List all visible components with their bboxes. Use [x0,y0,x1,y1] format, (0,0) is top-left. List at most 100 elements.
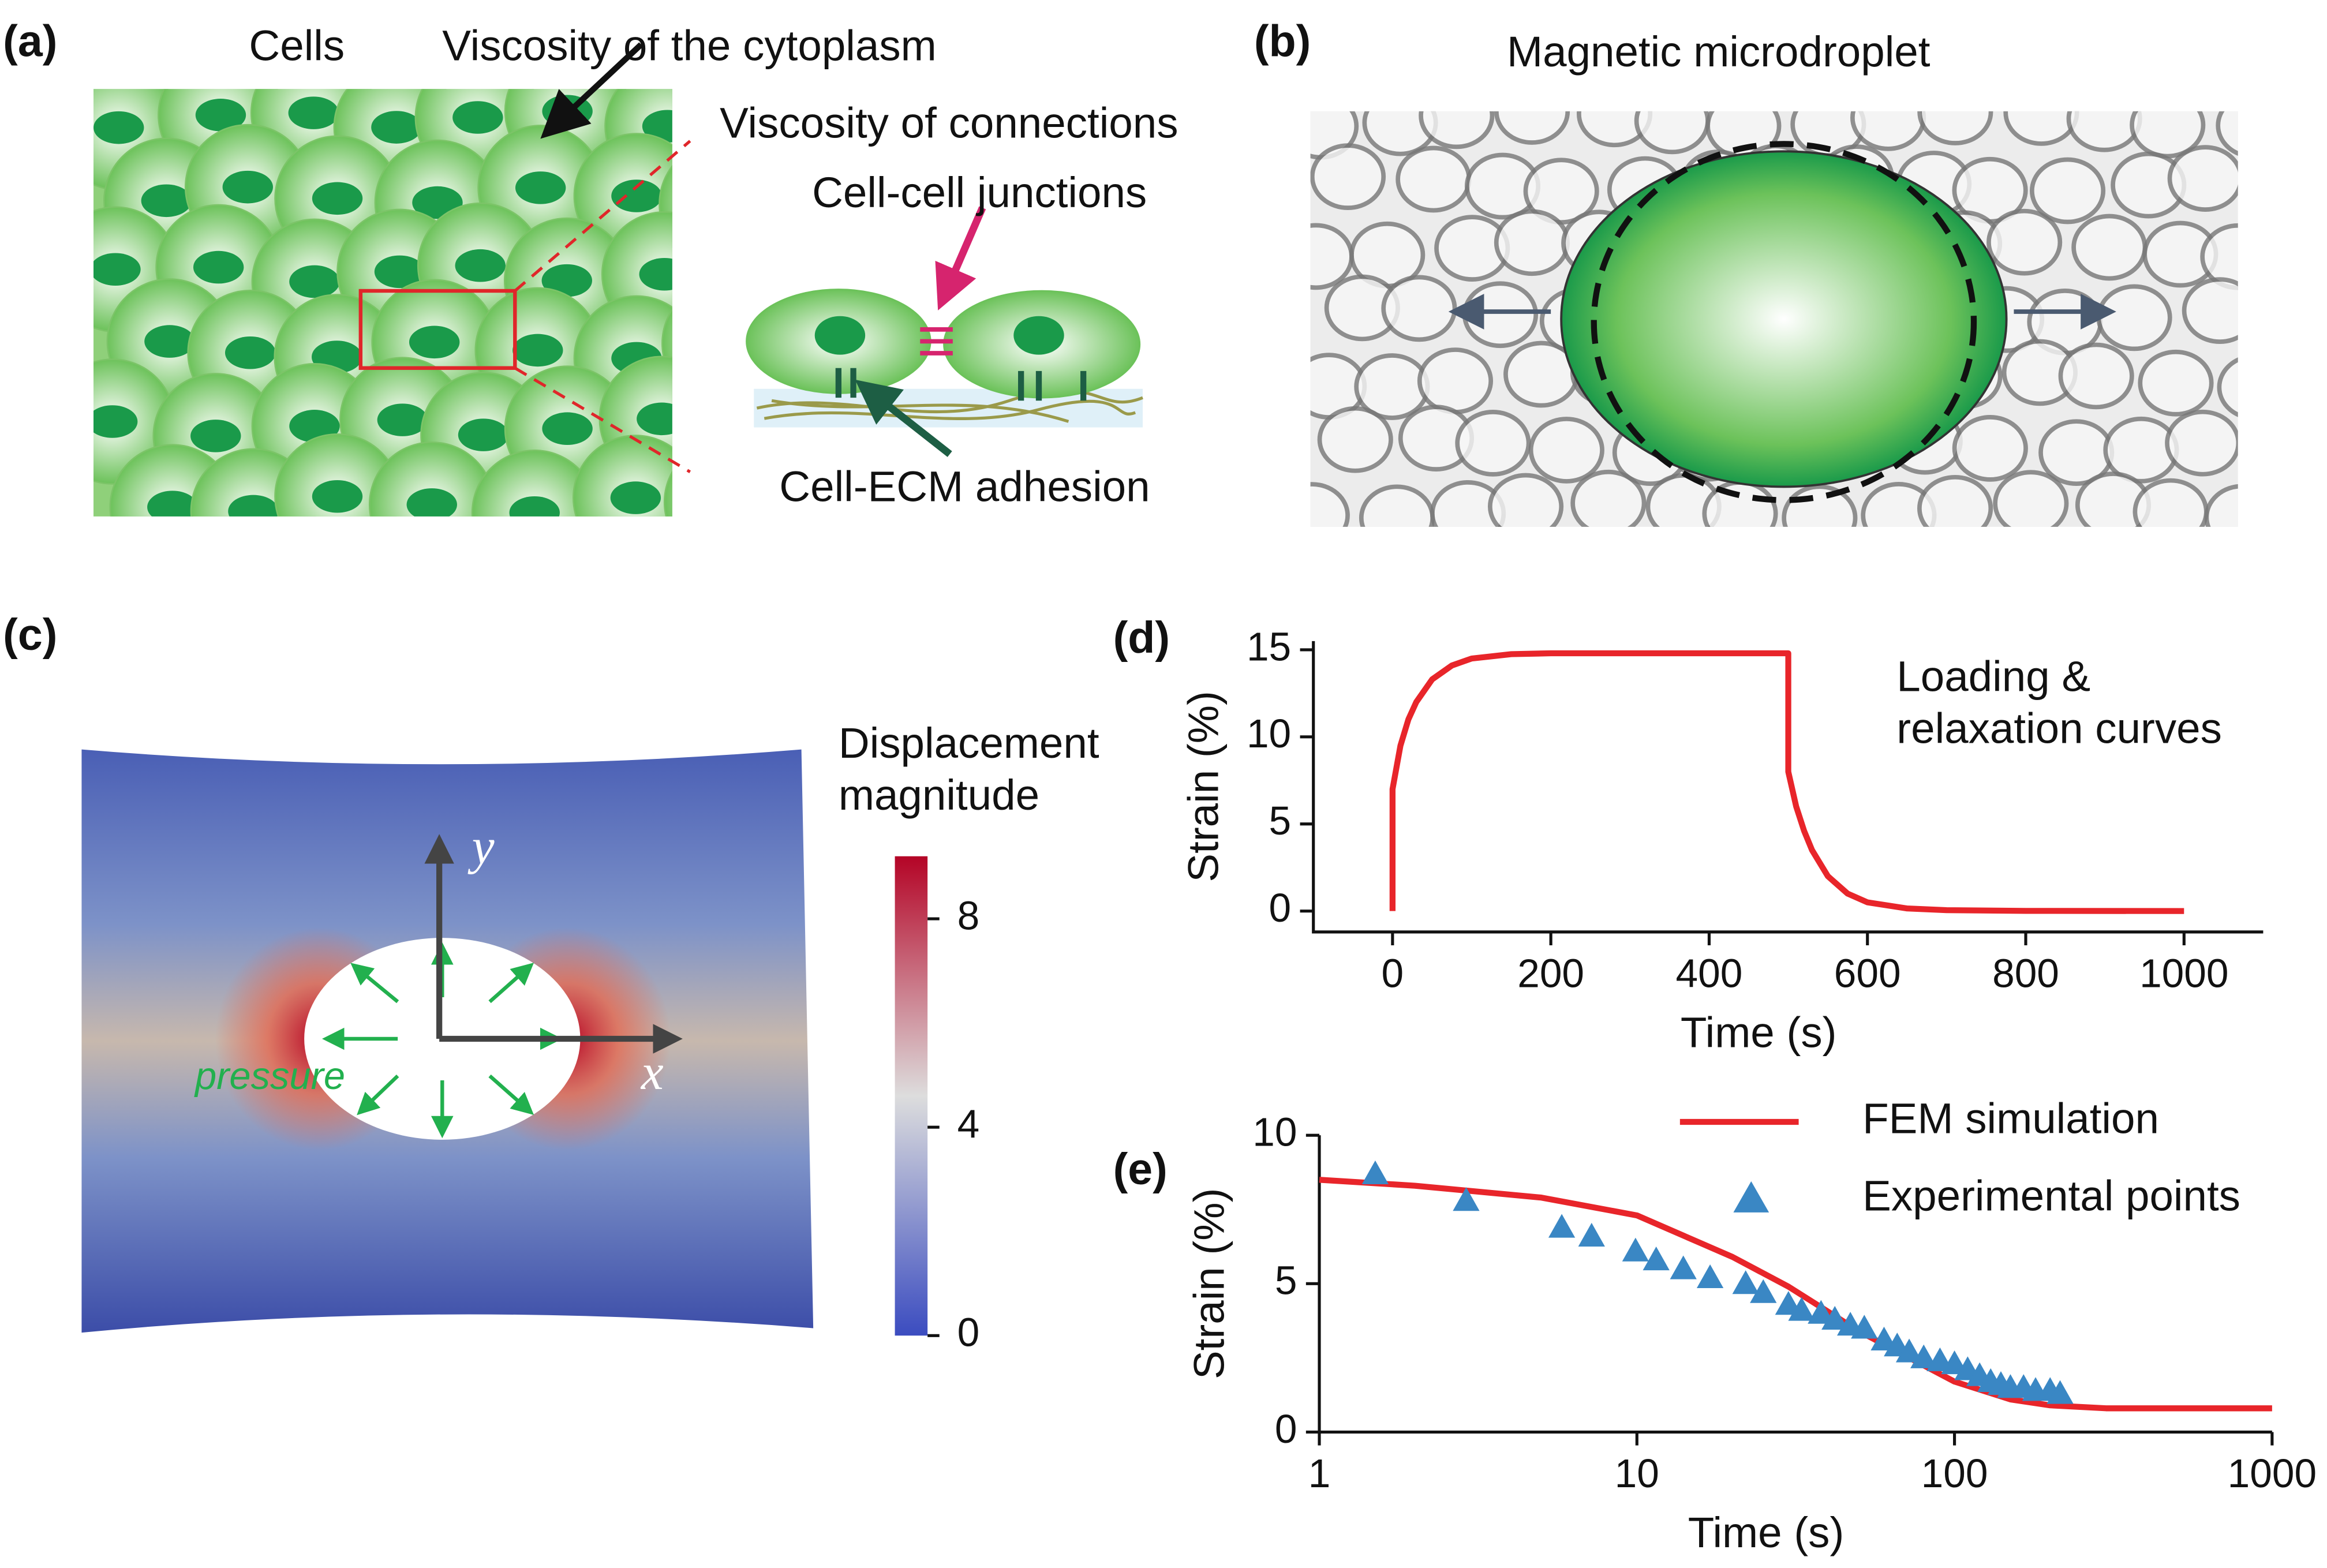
data-point [1821,1305,1849,1330]
arrow [855,379,952,457]
nucleus [222,170,274,204]
cell-outline [2243,146,2314,208]
panel-label: (e) [1113,1144,1168,1194]
arrow [935,206,986,310]
nucleus [458,418,509,451]
panel-label: (c) [3,610,57,660]
nucleus [93,111,144,144]
nucleus [312,480,363,513]
data-point [1732,1270,1759,1294]
cell-outline [2253,407,2324,469]
cell-outline [1494,209,1570,276]
label: Magnetic microdroplet [1507,27,1931,76]
nucleus [371,111,422,144]
cell-outline [2217,357,2238,417]
x-tick-label: 800 [1992,950,2059,996]
data-point [1578,1222,1605,1247]
cell-outline [1381,275,1457,342]
nucleus [193,250,244,284]
y-tick-label: 5 [1275,1258,1297,1303]
nucleus [455,249,506,282]
data-point [1670,1255,1697,1279]
cell-outline [1917,111,1993,145]
cell-outline [2165,409,2238,477]
nucleus [406,488,457,517]
y-tick-label: 10 [1247,711,1291,756]
nucleus [701,486,751,519]
data-point [1622,1237,1649,1262]
nucleus [288,96,339,129]
cell-outline [2066,111,2142,152]
cell-outline [1455,410,1531,477]
legend-marker [1733,1181,1769,1213]
cell-sheet [93,89,751,519]
cell-outline [2029,157,2106,224]
cell-outline [2058,342,2134,410]
cell-outline [1528,417,1604,484]
colorbar-tick-label: 8 [957,893,980,938]
panel-label: (d) [1113,613,1170,663]
data-line [1389,650,2184,914]
nucleus [312,182,363,215]
label: Cells [249,21,345,70]
cell-outline [2216,111,2238,156]
label: Viscosity of the cytoplasm [442,21,936,70]
y-tick-label: 15 [1247,624,1291,669]
x-tick-label: 600 [1834,950,1901,996]
data-point [1696,1264,1724,1289]
cell-outline [1396,145,1472,213]
nucleus [374,255,425,289]
cell [663,470,672,517]
x-tick-label: 400 [1676,950,1743,996]
cell-outline [1488,473,1564,527]
cell-outline [2200,223,2238,290]
nucleus [515,171,566,204]
cell-outline [2071,214,2148,281]
y-axis-label: Strain (%) [1185,1188,1233,1379]
nucleus [699,327,750,360]
cell-outline [2133,478,2209,527]
nucleus [541,264,593,297]
nucleus [697,188,747,220]
cell-outline [2182,277,2238,344]
y-tick-label: 0 [1269,885,1292,930]
nucleus [512,334,563,367]
zoom-line [514,140,691,292]
junction [920,327,953,355]
cell-outline [2204,484,2238,527]
cell-outline [1570,469,1647,527]
x-tick-label: 100 [1921,1451,1988,1496]
data-point [1361,1160,1389,1185]
colorbar [895,856,928,1336]
cell-outline [1952,415,2028,482]
data-point [1851,1315,1878,1339]
axis-name: y [467,818,495,874]
data-point [1548,1214,1576,1238]
nucleus [289,265,340,298]
zoom-box [358,289,517,370]
data-point [1453,1187,1480,1211]
nucleus [141,184,192,218]
pressure-label: pressure [194,1054,345,1098]
droplet [1560,150,2008,488]
cell-outline [1993,470,2069,527]
data-point [1750,1279,1777,1303]
cell-outline [1462,281,1539,349]
nucleus [611,179,662,212]
nucleus [409,325,460,359]
cell-outline [1419,111,1495,149]
nucleus [144,325,195,358]
cell-outline [2096,284,2172,351]
nucleus [610,481,661,514]
colorbar-tick-label: 0 [957,1310,980,1355]
data-point [1895,1338,1923,1363]
arrow [540,42,644,139]
data-point [1910,1344,1937,1368]
label: Viscosity of connections [720,98,1178,147]
zoom-line [514,366,691,473]
data-point [1808,1300,1835,1324]
x-tick-label: 200 [1517,950,1584,996]
cell [659,164,672,244]
